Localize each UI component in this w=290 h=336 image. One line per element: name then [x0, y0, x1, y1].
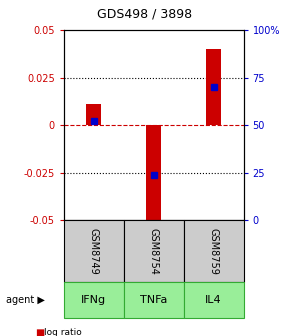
Text: GSM8754: GSM8754: [149, 228, 159, 275]
Text: IFNg: IFNg: [81, 295, 106, 305]
Text: GSM8749: GSM8749: [89, 228, 99, 275]
Bar: [86, 104, 101, 125]
Text: agent ▶: agent ▶: [6, 295, 45, 305]
Text: ■: ■: [35, 328, 44, 336]
Text: GSM8759: GSM8759: [209, 228, 219, 275]
Text: log ratio: log ratio: [44, 328, 81, 336]
Bar: [146, 125, 161, 224]
Bar: [206, 49, 221, 125]
Text: IL4: IL4: [205, 295, 222, 305]
Text: TNFa: TNFa: [140, 295, 167, 305]
Text: GDS498 / 3898: GDS498 / 3898: [97, 7, 193, 20]
